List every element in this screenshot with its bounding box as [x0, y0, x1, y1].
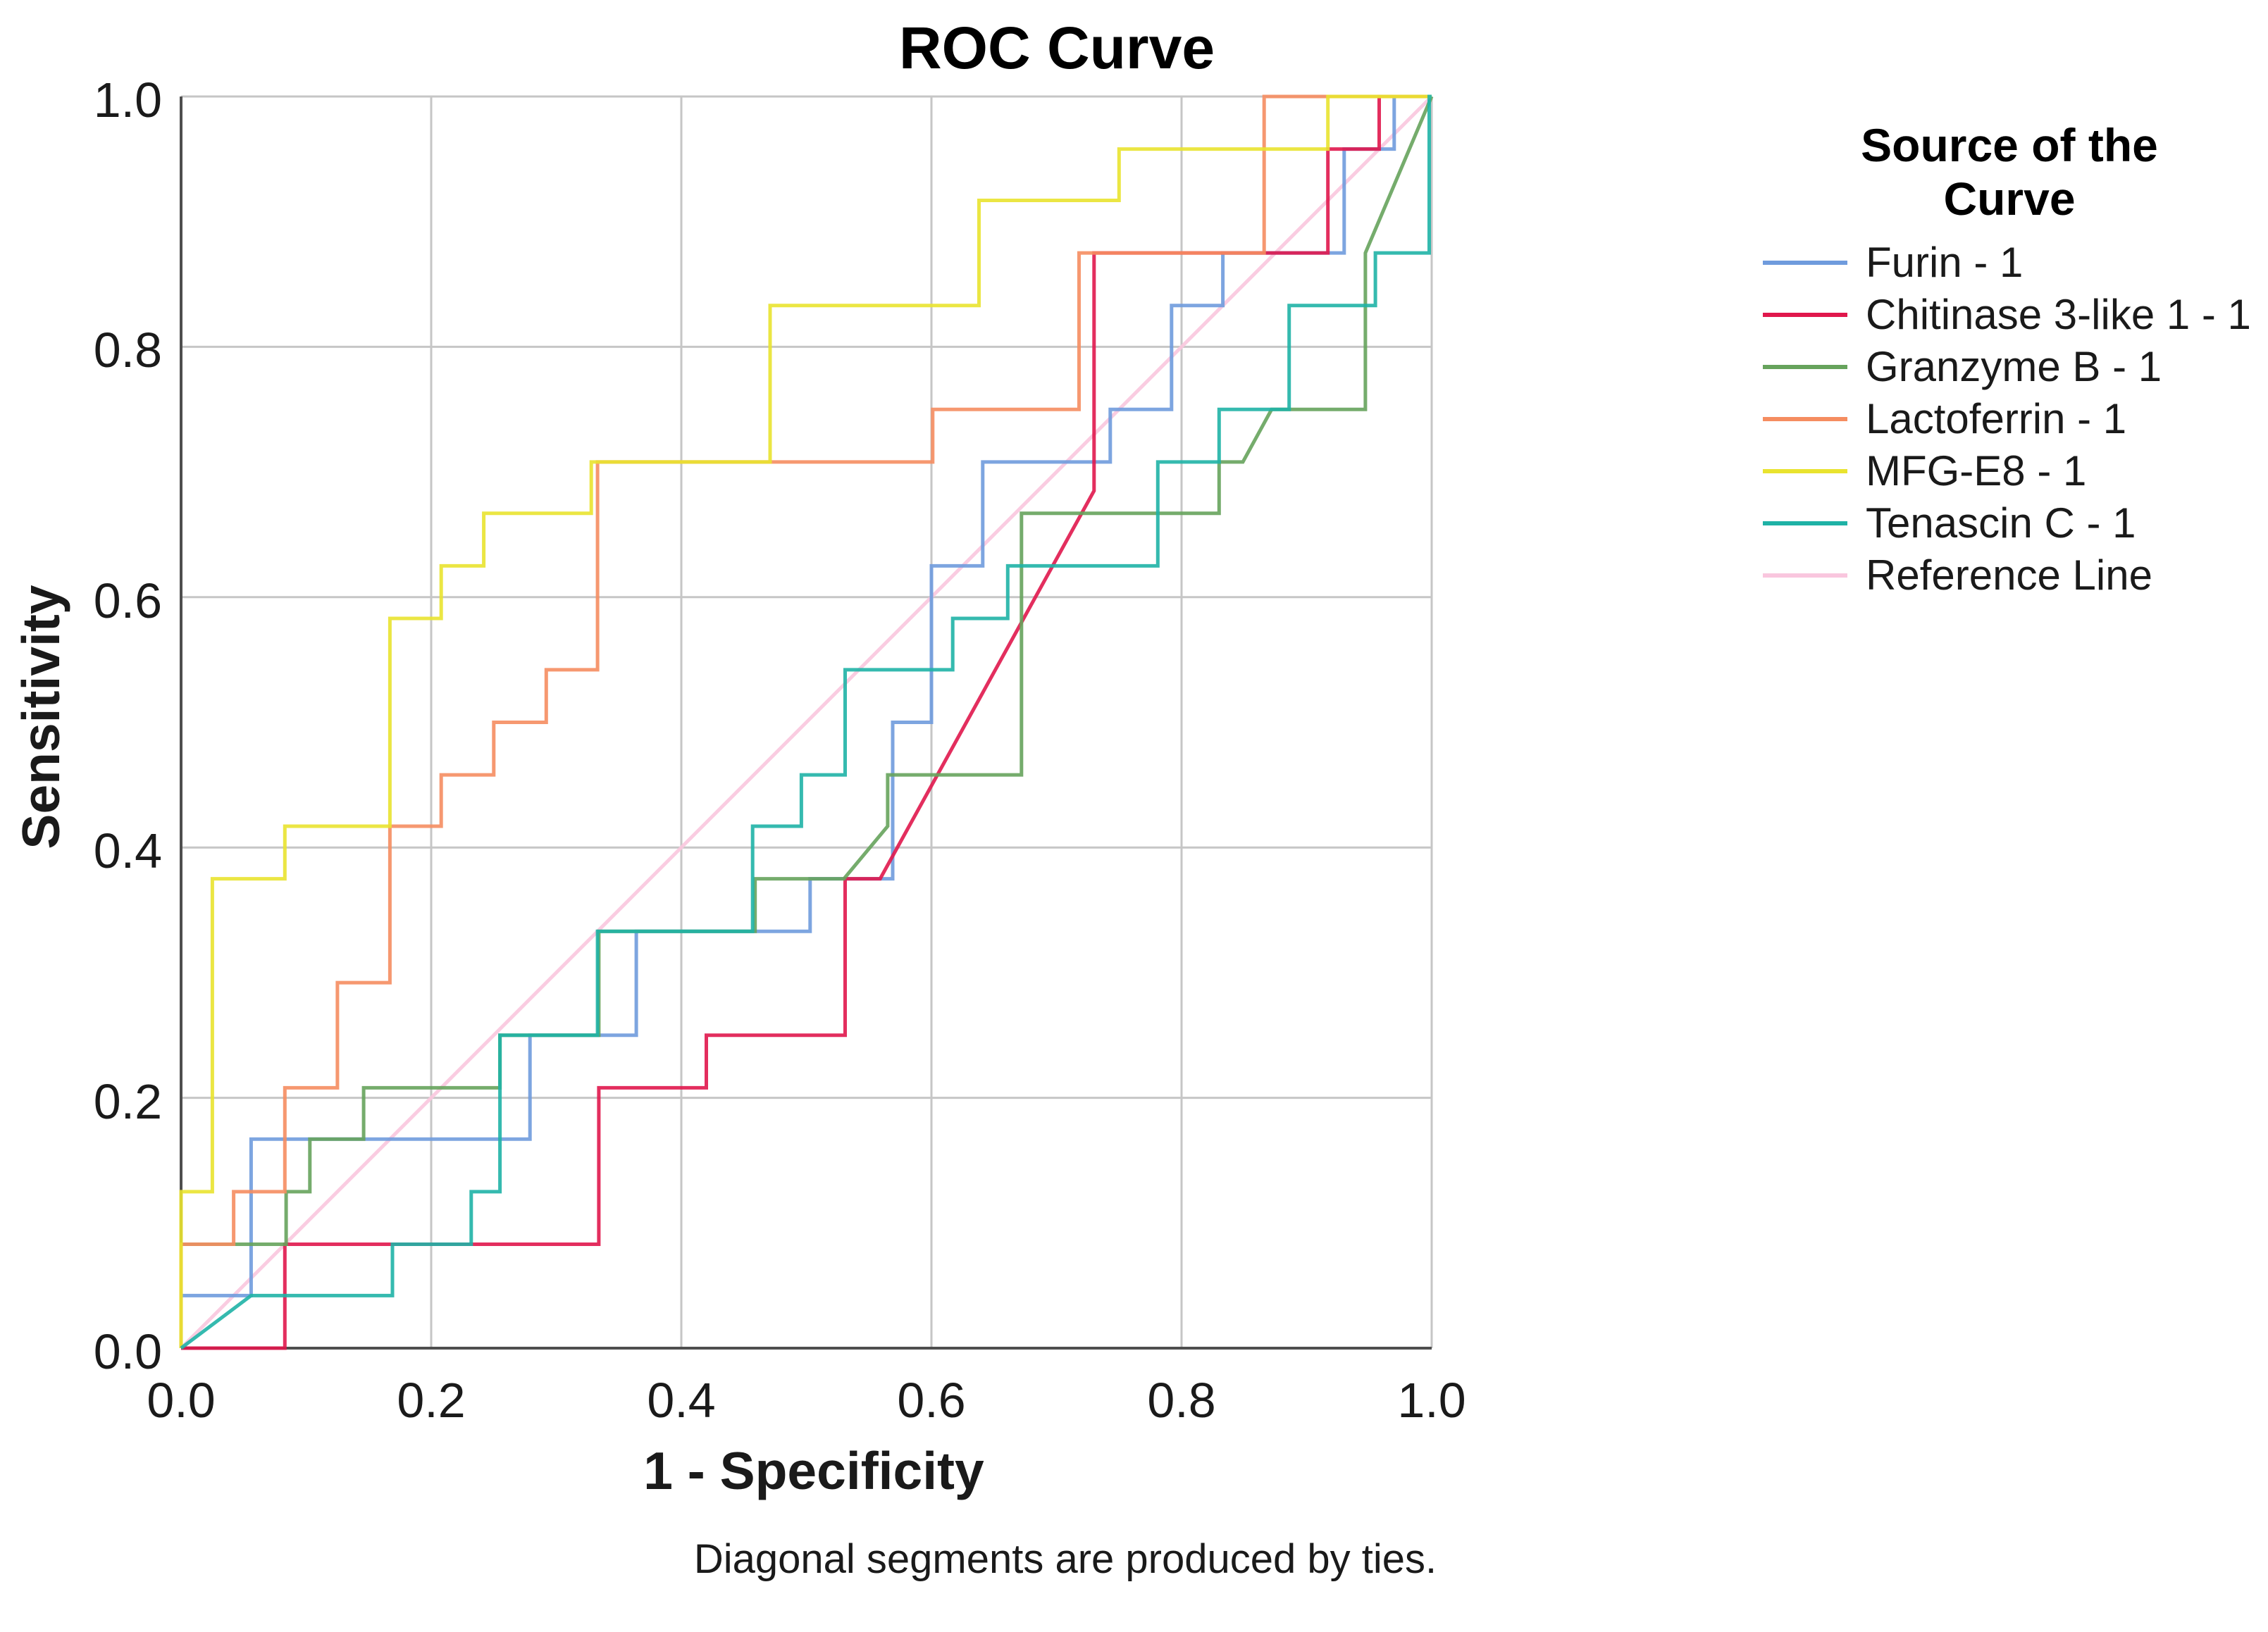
legend-title-line1: Source of the	[1861, 119, 2158, 171]
legend-item-label: Furin - 1	[1866, 239, 2024, 286]
legend-swatch-line	[1763, 521, 1847, 525]
legend-item: Lactoferrin - 1	[1763, 393, 2268, 445]
legend-item-label: Chitinase 3-like 1 - 1	[1866, 291, 2251, 338]
legend-item-label: Lactoferrin - 1	[1866, 395, 2127, 442]
curve-tenascin-c-1	[180, 94, 1432, 1350]
legend-item: MFG-E8 - 1	[1763, 445, 2268, 497]
legend-item-label: Tenascin C - 1	[1866, 499, 2136, 547]
legend-swatch-line	[1763, 261, 1847, 265]
legend-title-line2: Curve	[1943, 173, 2076, 225]
curve-granzyme-b-1	[179, 96, 1434, 1348]
x-tick-label: 0.6	[897, 1373, 966, 1428]
legend-swatch-line	[1763, 469, 1847, 473]
x-tick-label: 0.8	[1147, 1373, 1216, 1428]
x-axis-label: 1 - Specificity	[643, 1441, 984, 1500]
roc-chart-svg	[179, 94, 1434, 1350]
legend-swatch-line	[1763, 573, 1847, 578]
curve-lactoferrin-1	[179, 94, 1432, 1348]
legend-item-label: Reference Line	[1866, 552, 2152, 599]
legend-swatch-line	[1763, 417, 1847, 421]
x-tick-label: 0.2	[397, 1373, 466, 1428]
y-tick-label: 1.0	[93, 73, 162, 127]
legend-title: Source of the Curve	[1763, 118, 2256, 225]
legend-item: Furin - 1	[1763, 237, 2268, 289]
y-tick-label: 0.6	[93, 573, 162, 628]
x-tick-label: 0.4	[647, 1373, 716, 1428]
y-tick-label: 0.0	[93, 1324, 162, 1379]
plot-area	[179, 94, 1434, 1350]
chart-title: ROC Curve	[898, 15, 1215, 81]
y-tick-label: 0.8	[93, 323, 162, 378]
curve-mfg-e8-1	[179, 94, 1432, 1348]
legend-item-label: MFG-E8 - 1	[1866, 447, 2087, 494]
legend-item: Granzyme B - 1	[1763, 341, 2268, 393]
y-tick-label: 0.4	[93, 823, 162, 879]
legend-swatch-line	[1763, 313, 1847, 317]
legend-item-label: Granzyme B - 1	[1866, 343, 2162, 390]
curve-reference-line	[180, 95, 1433, 1350]
legend-item: Reference Line	[1763, 549, 2268, 602]
x-tick-label: 1.0	[1397, 1373, 1466, 1428]
legend-items: Furin - 1 Chitinase 3-like 1 - 1 Granzyme …	[1763, 237, 2268, 602]
legend-item: Tenascin C - 1	[1763, 497, 2268, 549]
y-tick-label: 0.2	[93, 1073, 162, 1129]
chart-footnote: Diagonal segments are produced by ties.	[693, 1536, 1437, 1582]
legend-swatch-line	[1763, 365, 1847, 369]
legend-item: Chitinase 3-like 1 - 1	[1763, 289, 2268, 341]
y-axis-label: Sensitivity	[11, 585, 70, 849]
x-tick-label: 0.0	[147, 1373, 216, 1428]
legend: Source of the Curve Furin - 1 Chitinase 3…	[1763, 0, 2268, 669]
